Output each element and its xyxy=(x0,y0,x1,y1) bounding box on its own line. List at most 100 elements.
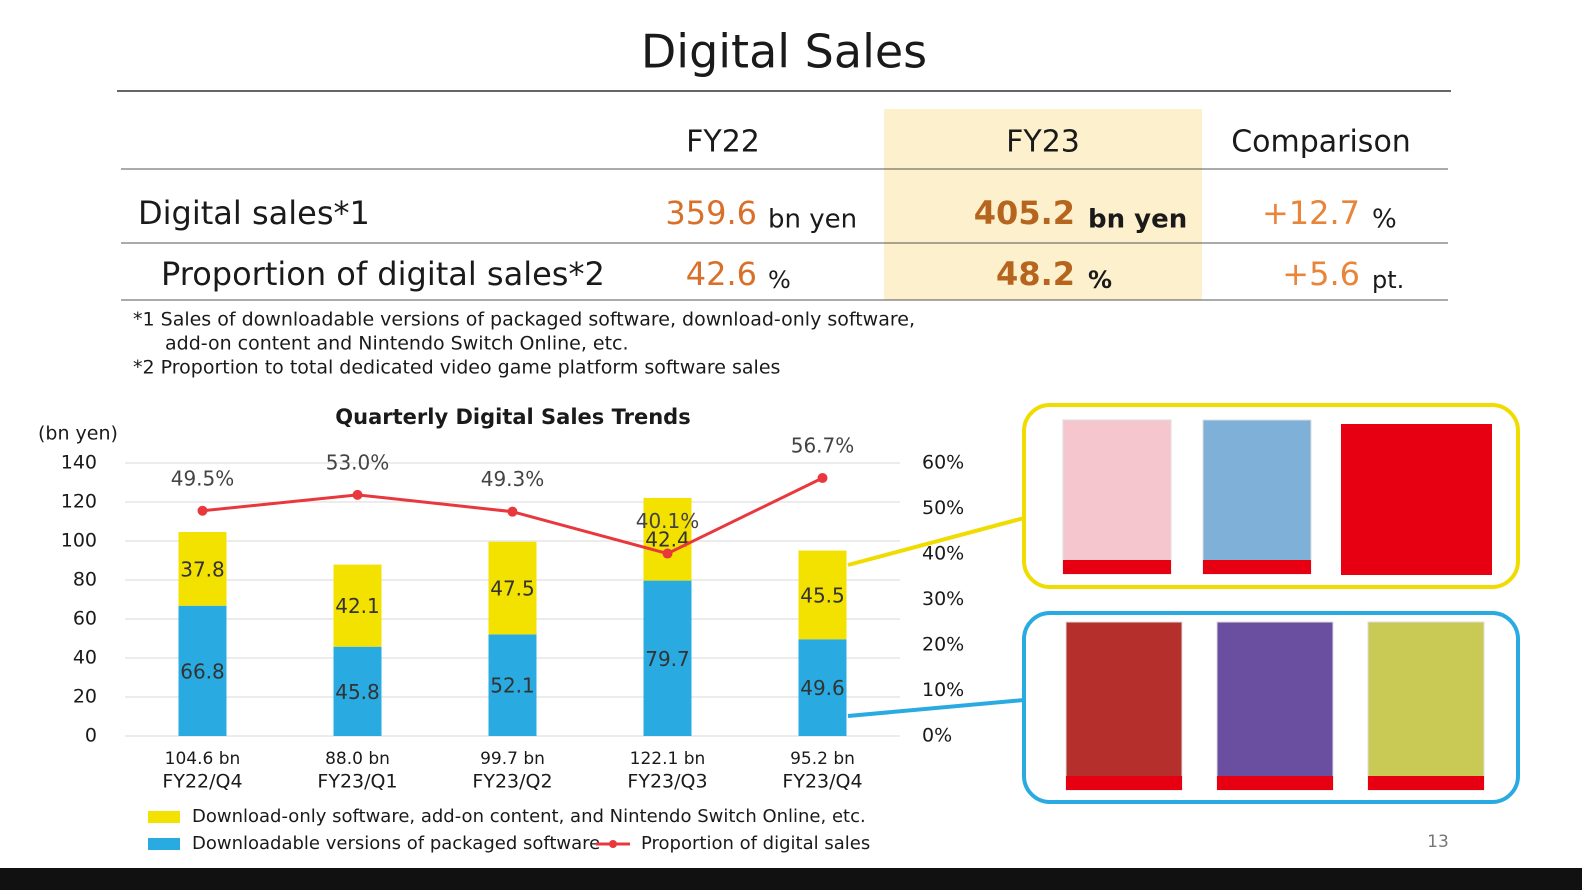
bar-segment xyxy=(643,497,692,581)
row-label: Proportion of digital sales*2 xyxy=(161,255,605,293)
y-tick-label: 20 xyxy=(73,686,97,708)
line-point xyxy=(352,489,363,500)
line-point xyxy=(817,473,828,484)
x-tick-label: FY23/Q4 xyxy=(782,771,862,793)
y2-tick-label: 50% xyxy=(922,497,964,519)
y-tick-label: 120 xyxy=(61,491,97,513)
legend-label: Downloadable versions of packaged softwa… xyxy=(192,833,600,854)
y-tick-label: 100 xyxy=(61,530,97,552)
cell-value: 405.2 xyxy=(974,194,1075,232)
data-label: 49.6 xyxy=(800,676,845,700)
cell-unit: % xyxy=(1088,266,1112,294)
y2-tick-label: 10% xyxy=(922,679,964,701)
data-label: 53.0% xyxy=(326,450,390,474)
y-tick-label: 80 xyxy=(73,569,97,591)
bar-segment xyxy=(333,564,382,647)
y2-tick-label: 0% xyxy=(922,725,952,747)
bar-segment xyxy=(178,532,227,606)
data-label: 47.5 xyxy=(490,577,535,601)
data-label: 79.7 xyxy=(645,647,690,671)
x-total-label: 99.7 bn xyxy=(480,749,545,769)
bar-segment xyxy=(643,580,692,736)
line-point xyxy=(507,506,518,517)
connector xyxy=(847,698,1025,718)
line-point xyxy=(662,548,673,559)
x-tick-label: FY23/Q3 xyxy=(627,771,707,793)
cell-unit: % xyxy=(768,266,791,294)
game-art xyxy=(1217,776,1333,790)
bar-segment xyxy=(488,634,537,736)
game-art xyxy=(1216,621,1334,791)
game-art xyxy=(1368,776,1484,790)
note: *2 Proportion to total dedicated video g… xyxy=(133,357,780,379)
game-art xyxy=(1063,560,1171,574)
service-art xyxy=(1341,424,1492,575)
y2-tick-label: 40% xyxy=(922,543,964,565)
y2-tick-label: 30% xyxy=(922,588,964,610)
download-only-box xyxy=(1022,403,1520,589)
data-label: 49.5% xyxy=(171,466,235,490)
legend-swatch xyxy=(148,838,180,850)
chart-title: Quarterly Digital Sales Trends xyxy=(335,405,690,429)
data-label: 52.1 xyxy=(490,674,535,698)
x-total-label: 88.0 bn xyxy=(325,749,390,769)
legend-swatch xyxy=(609,840,617,848)
note: *1 Sales of downloadable versions of pac… xyxy=(133,309,915,331)
data-label: 45.5 xyxy=(800,583,845,607)
x-tick-label: FY23/Q2 xyxy=(472,771,552,793)
data-label: 56.7% xyxy=(791,434,855,458)
data-label: 66.8 xyxy=(180,659,225,683)
cell-value: +5.6 xyxy=(1282,255,1360,293)
cell-unit: pt. xyxy=(1372,266,1404,294)
connector xyxy=(847,516,1025,567)
game-art xyxy=(1062,419,1172,575)
cell-value: 42.6 xyxy=(686,255,757,293)
y2-tick-label: 20% xyxy=(922,634,964,656)
bottom-bar xyxy=(0,868,1582,890)
note: add-on content and Nintendo Switch Onlin… xyxy=(165,333,629,355)
line-point xyxy=(197,505,208,516)
x-tick-label: FY23/Q1 xyxy=(317,771,397,793)
y2-tick-label: 60% xyxy=(922,452,964,474)
product-images xyxy=(1062,419,1492,791)
page-number: 13 xyxy=(1427,832,1449,852)
x-total-label: 104.6 bn xyxy=(165,749,241,769)
game-art xyxy=(1065,621,1183,791)
slide-title: Digital Sales xyxy=(641,25,927,79)
cell-value: 48.2 xyxy=(996,255,1075,293)
bar-segment xyxy=(798,639,847,736)
cell-unit: % xyxy=(1372,205,1397,235)
y-tick-label: 0 xyxy=(85,725,97,747)
y-axis-label: (bn yen) xyxy=(38,423,118,445)
bar-segment xyxy=(488,541,537,635)
cell-value: +12.7 xyxy=(1262,194,1360,232)
y-tick-label: 60 xyxy=(73,608,97,630)
data-label: 49.3% xyxy=(481,467,545,491)
legend-label: Download-only software, add-on content, … xyxy=(192,806,866,827)
x-tick-label: FY22/Q4 xyxy=(162,771,242,793)
packaged-box xyxy=(1022,611,1520,804)
header: Comparison xyxy=(1231,125,1411,160)
game-art xyxy=(1367,621,1485,791)
data-label: 42.1 xyxy=(335,594,380,618)
cell-value: 359.6 xyxy=(665,194,757,232)
cell-unit: bn yen xyxy=(1088,205,1187,235)
fy23-highlight xyxy=(884,109,1202,300)
data-label: 40.1% xyxy=(636,509,700,533)
row-label: Digital sales*1 xyxy=(138,194,370,232)
header: FY22 xyxy=(686,125,760,160)
game-art xyxy=(1066,776,1182,790)
x-total-label: 95.2 bn xyxy=(790,749,855,769)
bar-segment xyxy=(333,646,382,736)
header: FY23 xyxy=(1006,125,1080,160)
bar-segment xyxy=(798,550,847,640)
game-art xyxy=(1203,560,1311,574)
cell-unit: bn yen xyxy=(768,205,857,235)
data-label: 37.8 xyxy=(180,557,225,581)
x-total-label: 122.1 bn xyxy=(630,749,706,769)
legend-label: Proportion of digital sales xyxy=(641,833,870,854)
y-tick-label: 40 xyxy=(73,647,97,669)
game-art xyxy=(1202,419,1312,575)
